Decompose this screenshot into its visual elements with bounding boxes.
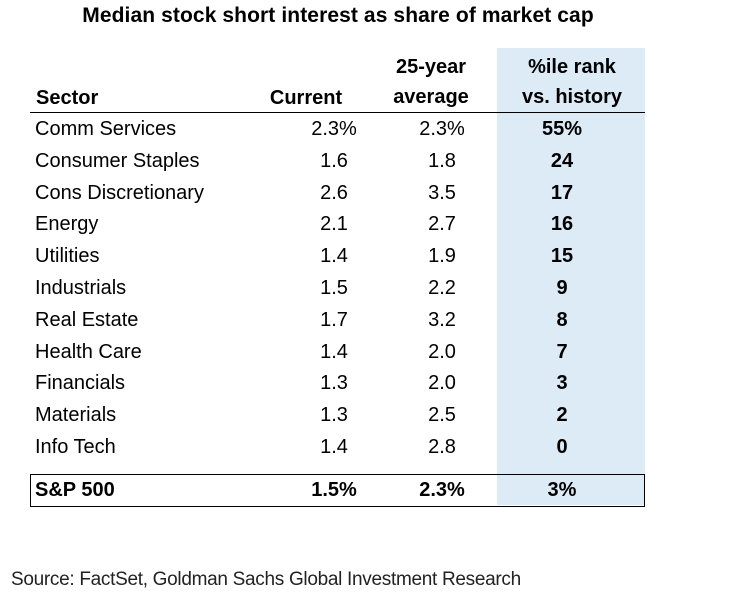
table-row: Health Care 1.4 2.0 7 bbox=[30, 336, 645, 368]
cell-sector: Energy bbox=[35, 213, 99, 236]
cell-rank: 3 bbox=[556, 372, 568, 395]
source-note: Source: FactSet, Goldman Sachs Global In… bbox=[11, 569, 521, 590]
cell-sector: Info Tech bbox=[35, 436, 116, 458]
cell-average: 2.0 bbox=[428, 340, 456, 363]
cell-average: 3.5 bbox=[428, 181, 456, 204]
cell-rank: 0 bbox=[556, 436, 568, 458]
total-rank: 3% bbox=[547, 479, 577, 501]
total-row-sp500: S&P 500 1.5% 2.3% 3% bbox=[30, 474, 645, 507]
cell-sector: Utilities bbox=[35, 245, 100, 268]
cell-rank: 55% bbox=[541, 118, 583, 140]
cell-current: 1.6 bbox=[320, 149, 348, 172]
cell-average: 1.8 bbox=[428, 149, 456, 172]
cell-sector: Cons Discretionary bbox=[35, 181, 204, 204]
header-rank-line2: vs. history bbox=[521, 86, 623, 108]
cell-current: 1.4 bbox=[320, 340, 348, 363]
cell-current: 2.3% bbox=[311, 118, 357, 140]
table-row: Industrials 1.5 2.2 9 bbox=[30, 272, 645, 304]
rank-column-highlight bbox=[497, 48, 645, 505]
total-sector: S&P 500 bbox=[35, 479, 115, 501]
cell-current: 2.1 bbox=[320, 213, 348, 236]
header-average-line2: average bbox=[393, 86, 469, 108]
cell-average: 2.8 bbox=[428, 436, 456, 458]
table-row: Comm Services 2.3% 2.3% 55% bbox=[30, 113, 645, 145]
cell-sector: Real Estate bbox=[35, 308, 139, 331]
header-rank-line1: %ile rank bbox=[528, 56, 616, 78]
table-row: Cons Discretionary 2.6 3.5 17 bbox=[30, 177, 645, 209]
cell-sector: Comm Services bbox=[35, 118, 177, 140]
cell-rank: 2 bbox=[556, 404, 568, 427]
cell-average: 1.9 bbox=[428, 245, 456, 268]
cell-average: 2.2 bbox=[428, 277, 456, 299]
cell-average: 2.5 bbox=[428, 404, 456, 427]
table-row: Info Tech 1.4 2.8 0 bbox=[30, 431, 645, 463]
chart-title: Median stock short interest as share of … bbox=[82, 4, 594, 27]
table-row: Consumer Staples 1.6 1.8 24 bbox=[30, 145, 645, 177]
cell-rank: 15 bbox=[550, 245, 574, 268]
header-current: Current bbox=[269, 87, 343, 109]
total-current: 1.5% bbox=[311, 479, 357, 501]
cell-rank: 16 bbox=[550, 213, 574, 236]
table-row: Energy 2.1 2.7 16 bbox=[30, 208, 645, 240]
cell-average: 2.0 bbox=[428, 372, 456, 395]
cell-average: 3.2 bbox=[428, 308, 456, 331]
header-divider bbox=[30, 112, 645, 113]
table-row: Utilities 1.4 1.9 15 bbox=[30, 240, 645, 272]
total-average: 2.3% bbox=[419, 479, 465, 501]
cell-rank: 7 bbox=[556, 340, 568, 363]
cell-average: 2.7 bbox=[428, 213, 456, 236]
cell-rank: 9 bbox=[556, 277, 568, 299]
cell-sector: Financials bbox=[35, 372, 126, 395]
cell-average: 2.3% bbox=[419, 118, 465, 140]
header-average-line1: 25-year bbox=[395, 56, 467, 78]
cell-rank: 8 bbox=[556, 308, 568, 331]
cell-sector: Industrials bbox=[35, 277, 127, 299]
cell-current: 1.5 bbox=[320, 277, 348, 299]
cell-sector: Health Care bbox=[35, 340, 142, 363]
cell-sector: Materials bbox=[35, 404, 117, 427]
cell-rank: 17 bbox=[550, 181, 574, 204]
cell-current: 1.4 bbox=[320, 245, 348, 268]
cell-current: 1.3 bbox=[320, 404, 348, 427]
table-row: Materials 1.3 2.5 2 bbox=[30, 399, 645, 431]
cell-current: 1.3 bbox=[320, 372, 348, 395]
header-percentile-rank: %ile rank vs. history bbox=[504, 52, 640, 112]
header-sector: Sector bbox=[36, 87, 99, 109]
table-row: Financials 1.3 2.0 3 bbox=[30, 367, 645, 399]
cell-sector: Consumer Staples bbox=[35, 149, 200, 172]
cell-rank: 24 bbox=[550, 149, 574, 172]
cell-current: 1.7 bbox=[320, 308, 348, 331]
table-row: Real Estate 1.7 3.2 8 bbox=[30, 304, 645, 336]
cell-current: 1.4 bbox=[320, 436, 348, 458]
header-25-year-average: 25-year average bbox=[383, 52, 479, 112]
cell-current: 2.6 bbox=[320, 181, 348, 204]
